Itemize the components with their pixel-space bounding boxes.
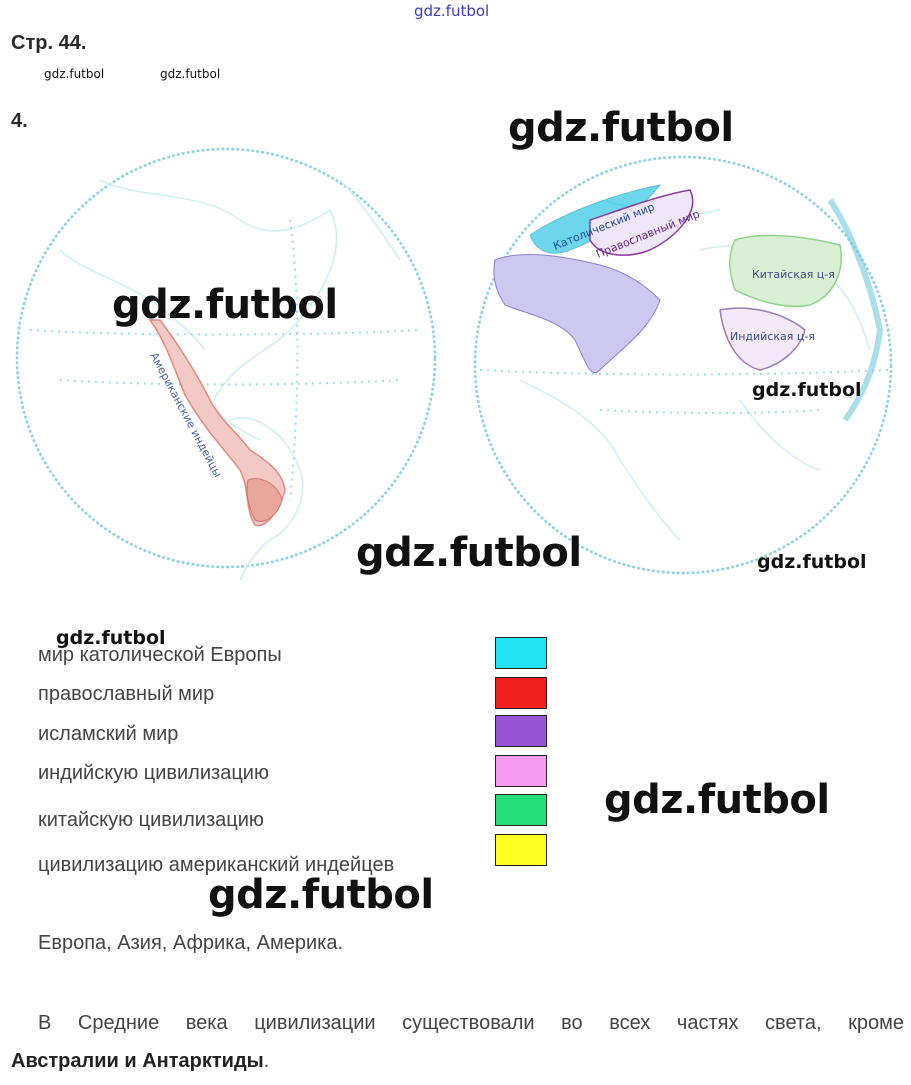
legend-swatch-islamic xyxy=(495,715,547,747)
watermark-big-2: gdz.futbol xyxy=(112,282,338,328)
page-number: Стр. 44. xyxy=(11,32,87,54)
answer-conclusion-end: . xyxy=(263,1050,270,1072)
islamic-world-region xyxy=(493,254,661,373)
eastern-hemisphere-outline xyxy=(473,155,893,575)
chinese-civilization-region xyxy=(729,234,842,308)
legend-label-indian: индийскую цивилизацию xyxy=(38,762,269,784)
answer-world-parts: Европа, Азия, Африка, Америка. xyxy=(38,932,344,954)
legend-swatch-chinese xyxy=(495,794,547,826)
legend-swatch-indian xyxy=(495,755,547,787)
watermark-big-1: gdz.futbol xyxy=(508,105,734,151)
legend-swatch-american xyxy=(495,834,547,866)
answer-conclusion-line1: В Средние века цивилизации существовали … xyxy=(38,1012,904,1034)
legend-label-american: цивилизацию американский индейцев xyxy=(38,854,395,876)
watermark-mid-1: gdz.futbol xyxy=(752,379,862,401)
legend-swatch-orthodox xyxy=(495,677,547,709)
small-watermark-1: gdz.futbol xyxy=(44,67,105,81)
pacific-coast-shading xyxy=(827,198,884,422)
legend-swatch-catholic xyxy=(495,637,547,669)
american-indians-region-south xyxy=(246,478,283,522)
watermark-mid-2: gdz.futbol xyxy=(757,551,867,573)
watermark-big-4: gdz.futbol xyxy=(604,777,830,823)
task-number: 4. xyxy=(11,110,28,132)
western-hemisphere-gridlines xyxy=(29,219,421,501)
answer-conclusion-bold: Австралии и Антарктиды xyxy=(11,1050,264,1072)
legend-label-islamic: исламский мир xyxy=(38,723,179,745)
watermark-big-3: gdz.futbol xyxy=(356,530,582,576)
eastern-hemisphere-gridlines xyxy=(479,369,889,414)
small-watermark-2: gdz.futbol xyxy=(160,67,221,81)
watermark-top: gdz.futbol xyxy=(414,2,490,20)
western-hemisphere-coastlines xyxy=(59,179,401,581)
hemispheres-map: Американские индейцы Католический мир Пр… xyxy=(15,147,893,581)
indian-civilization-region xyxy=(719,307,806,371)
label-indian-civilization: Индийская ц-я xyxy=(730,330,815,343)
answer-conclusion-line2: Австралии и Антарктиды. xyxy=(11,1050,269,1073)
legend-label-chinese: китайскую цивилизацию xyxy=(38,809,264,831)
western-hemisphere-outline xyxy=(15,147,437,569)
watermark-mid-3: gdz.futbol xyxy=(56,627,166,649)
watermark-big-5: gdz.futbol xyxy=(208,872,434,918)
legend-label-orthodox: православный мир xyxy=(38,683,215,705)
orthodox-world-region xyxy=(589,189,694,256)
legend-label-catholic: мир католической Европы xyxy=(38,644,282,666)
label-chinese-civilization: Китайская ц-я xyxy=(752,268,835,281)
